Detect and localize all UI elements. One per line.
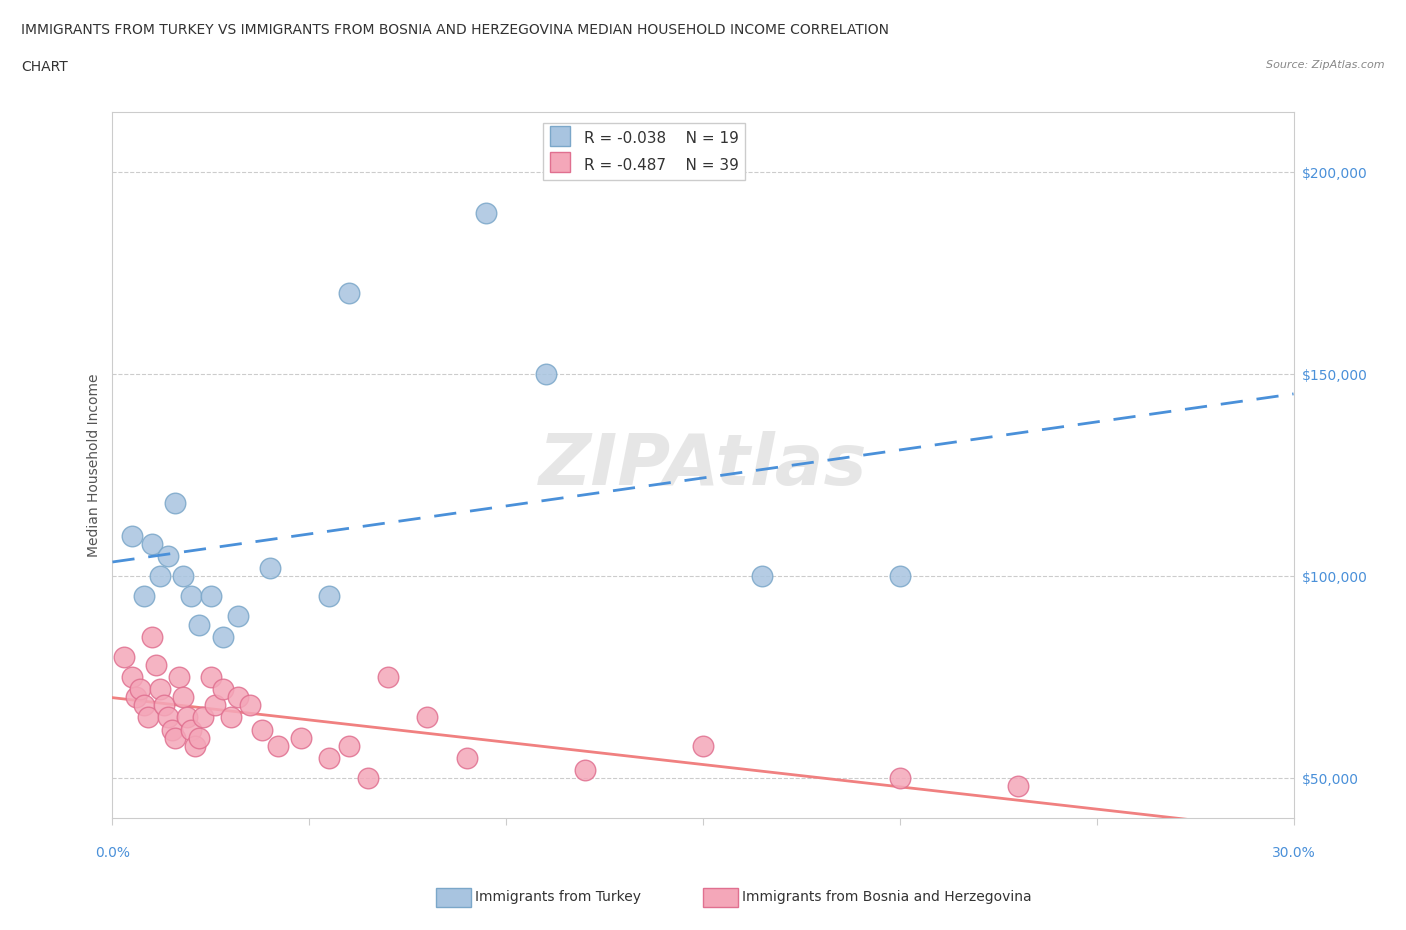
Point bbox=[267, 738, 290, 753]
Point bbox=[141, 537, 163, 551]
Point bbox=[228, 690, 250, 705]
Point bbox=[889, 568, 911, 583]
Point bbox=[169, 670, 191, 684]
Point bbox=[259, 561, 281, 576]
Point bbox=[121, 528, 143, 543]
Text: Immigrants from Turkey: Immigrants from Turkey bbox=[475, 890, 641, 905]
Point bbox=[751, 568, 773, 583]
Y-axis label: Median Household Income: Median Household Income bbox=[87, 373, 101, 557]
Text: CHART: CHART bbox=[21, 60, 67, 74]
Point bbox=[132, 589, 155, 604]
Point bbox=[149, 682, 172, 697]
Point bbox=[160, 722, 183, 737]
Point bbox=[136, 710, 159, 724]
Point bbox=[165, 730, 187, 745]
Point bbox=[377, 670, 399, 684]
Text: Source: ZipAtlas.com: Source: ZipAtlas.com bbox=[1267, 60, 1385, 71]
Point bbox=[534, 366, 557, 381]
Point bbox=[149, 568, 172, 583]
Point bbox=[152, 698, 174, 712]
Point bbox=[475, 206, 498, 220]
Point bbox=[156, 710, 179, 724]
Point bbox=[337, 286, 360, 300]
Point bbox=[318, 751, 340, 765]
Point bbox=[112, 649, 135, 664]
Point bbox=[318, 589, 340, 604]
Point bbox=[290, 730, 312, 745]
Point bbox=[211, 630, 233, 644]
Point bbox=[1007, 778, 1029, 793]
Point bbox=[145, 658, 167, 672]
Point bbox=[184, 738, 207, 753]
Point bbox=[180, 589, 202, 604]
Point bbox=[141, 630, 163, 644]
Text: IMMIGRANTS FROM TURKEY VS IMMIGRANTS FROM BOSNIA AND HERZEGOVINA MEDIAN HOUSEHOL: IMMIGRANTS FROM TURKEY VS IMMIGRANTS FRO… bbox=[21, 23, 889, 37]
Point bbox=[188, 730, 211, 745]
Point bbox=[204, 698, 226, 712]
Point bbox=[211, 682, 233, 697]
Point bbox=[239, 698, 262, 712]
Point bbox=[125, 690, 148, 705]
Point bbox=[180, 722, 202, 737]
Point bbox=[156, 549, 179, 564]
Point bbox=[172, 568, 194, 583]
Text: Immigrants from Bosnia and Herzegovina: Immigrants from Bosnia and Herzegovina bbox=[742, 890, 1032, 905]
Text: 0.0%: 0.0% bbox=[96, 846, 129, 860]
Point bbox=[228, 609, 250, 624]
Point bbox=[129, 682, 152, 697]
Text: ZIPAtlas: ZIPAtlas bbox=[538, 431, 868, 499]
Point bbox=[574, 763, 596, 777]
Point bbox=[889, 771, 911, 786]
Point bbox=[200, 670, 222, 684]
Point bbox=[188, 618, 211, 632]
Point bbox=[456, 751, 478, 765]
Point bbox=[132, 698, 155, 712]
Point bbox=[250, 722, 273, 737]
Point bbox=[172, 690, 194, 705]
Point bbox=[191, 710, 214, 724]
Point bbox=[165, 496, 187, 511]
Point bbox=[200, 589, 222, 604]
Point bbox=[337, 738, 360, 753]
Point bbox=[692, 738, 714, 753]
Legend: R = -0.038    N = 19, R = -0.487    N = 39: R = -0.038 N = 19, R = -0.487 N = 39 bbox=[543, 123, 745, 179]
Point bbox=[219, 710, 242, 724]
Point bbox=[121, 670, 143, 684]
Point bbox=[176, 710, 198, 724]
Text: 30.0%: 30.0% bbox=[1271, 846, 1316, 860]
Point bbox=[416, 710, 439, 724]
Point bbox=[357, 771, 380, 786]
